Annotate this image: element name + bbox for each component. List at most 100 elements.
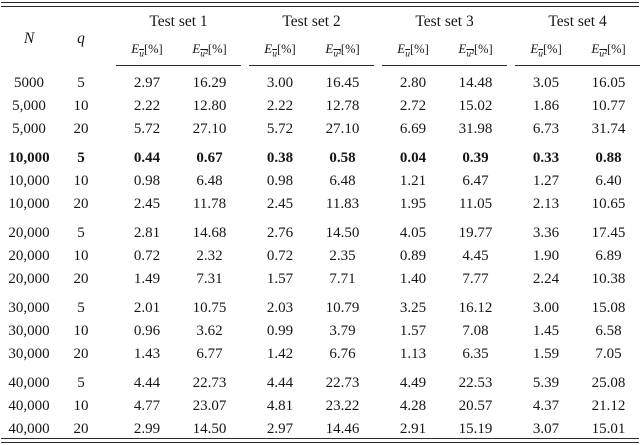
cell-n: 40,000 [8, 398, 50, 414]
cell-value: 1.90 [532, 248, 560, 264]
cell-value: 4.44 [133, 375, 161, 391]
spacer-cell [507, 170, 515, 193]
cell-value: 0.98 [133, 173, 161, 189]
spacer-cell [104, 245, 116, 268]
spacer-cell [507, 320, 515, 343]
cell-value: 15.02 [458, 98, 493, 114]
spacer-cell [104, 141, 116, 170]
spacer-cell [374, 193, 382, 216]
math-symbol: E [264, 40, 273, 56]
spacer-cell [104, 291, 116, 320]
cell-value: 16.05 [591, 75, 626, 91]
cell-value: 31.74 [591, 121, 626, 137]
math-subscript: u² [466, 49, 474, 60]
cell-value: 23.07 [192, 398, 227, 414]
test-set-2-header: Test set 2 [282, 13, 341, 30]
cell-q: 5 [77, 225, 85, 241]
spacer-cell [374, 291, 382, 320]
table-row: 5,000 10 2.22 12.80 2.22 12.78 2.72 15.02 1.86 10… [0, 95, 640, 118]
cell-value: 22.53 [458, 375, 493, 391]
cell-value: 3.00 [532, 300, 560, 316]
spacer-cell [241, 170, 249, 193]
spacer-cell [241, 216, 249, 245]
table-row: 20,000 10 0.72 2.32 0.72 2.35 0.89 4.45 1.90 6.89 [0, 245, 640, 268]
cell-value: 2.45 [133, 196, 161, 212]
cell-value: 7.05 [595, 346, 622, 362]
spacer-cell [241, 193, 249, 216]
test-set-3-header: Test set 3 [415, 13, 474, 30]
spacer-cell [507, 366, 515, 395]
spacer-cell [241, 343, 249, 366]
cell-q: 10 [73, 173, 89, 189]
cell-value: 22.73 [325, 375, 360, 391]
cell-value: 0.58 [329, 150, 356, 166]
math-symbol: E [530, 40, 539, 56]
cell-value: 2.76 [266, 225, 294, 241]
cell-value: 1.49 [133, 271, 161, 287]
table-bottom-rule [1, 438, 639, 443]
cell-value: 6.35 [462, 346, 489, 362]
cell-value: 1.43 [133, 346, 161, 362]
cell-n: 40,000 [8, 375, 50, 391]
table-row: 20,000 20 1.49 7.31 1.57 7.71 1.40 7.77 2.24 10.3… [0, 268, 640, 291]
cell-value: 7.71 [329, 271, 356, 287]
cell-q: 20 [73, 121, 89, 137]
cell-value: 0.89 [399, 248, 427, 264]
spacer-cell [374, 366, 382, 395]
table-row: 30,000 10 0.96 3.62 0.99 3.79 1.57 7.08 1.45 6.58 [0, 320, 640, 343]
math-symbol: E [192, 40, 201, 56]
spacer-cell [374, 268, 382, 291]
cell-value: 2.81 [133, 225, 161, 241]
table-row: 30,000 20 1.43 6.77 1.42 6.76 1.13 6.35 1.59 7.05 [0, 343, 640, 366]
cell-n: 10,000 [8, 196, 50, 212]
sub-header-meansq-error: Eu²[%] [444, 37, 508, 66]
sub-header-mean-error: Eu[%] [249, 37, 312, 66]
spacer-cell [374, 66, 382, 96]
cell-q: 10 [73, 398, 89, 414]
cell-value: 16.12 [458, 300, 493, 316]
cell-value: 3.79 [329, 323, 356, 339]
cell-value: 7.08 [462, 323, 489, 339]
results-table: N q Test set 1 Test set 2 Test set 3 Tes… [0, 7, 640, 441]
math-subscript: u [139, 49, 144, 60]
spacer-cell [507, 395, 515, 418]
table-row: 10,000 5 0.44 0.67 0.38 0.58 0.04 0.39 0.33 0.88 [0, 141, 640, 170]
spacer [241, 7, 249, 66]
table-top-rule [1, 2, 639, 7]
cell-value: 6.48 [196, 173, 223, 189]
table-row: 30,000 5 2.01 10.75 2.03 10.79 3.25 16.12 3.00 15… [0, 291, 640, 320]
cell-n: 20,000 [8, 271, 50, 287]
spacer-cell [241, 291, 249, 320]
cell-value: 6.73 [532, 121, 560, 137]
cell-value: 0.72 [133, 248, 161, 264]
cell-value: 7.31 [196, 271, 223, 287]
cell-n: 30,000 [8, 300, 50, 316]
spacer [104, 7, 116, 66]
sub-header-mean-error: Eu[%] [116, 37, 178, 66]
math-symbol: E [591, 40, 600, 56]
spacer-cell [241, 66, 249, 96]
cell-value: 31.98 [458, 121, 493, 137]
spacer-cell [507, 193, 515, 216]
cell-value: 2.91 [399, 421, 427, 437]
spacer-cell [241, 366, 249, 395]
cell-value: 0.38 [266, 150, 294, 166]
spacer-cell [104, 118, 116, 141]
col-header-n: N [23, 30, 35, 48]
cell-value: 3.05 [532, 75, 560, 91]
cell-value: 14.50 [325, 225, 360, 241]
cell-value: 16.45 [325, 75, 360, 91]
cell-value: 27.10 [325, 121, 360, 137]
cell-value: 1.42 [266, 346, 294, 362]
cell-value: 17.45 [591, 225, 626, 241]
cell-value: 3.36 [532, 225, 560, 241]
cell-value: 22.73 [192, 375, 227, 391]
cell-value: 6.40 [595, 173, 622, 189]
spacer-cell [374, 245, 382, 268]
cell-n: 20,000 [8, 248, 50, 264]
cell-value: 0.98 [266, 173, 294, 189]
cell-value: 2.01 [133, 300, 161, 316]
cell-value: 4.05 [399, 225, 427, 241]
sub-header-mean-error: Eu[%] [515, 37, 578, 66]
cell-n: 10,000 [8, 173, 50, 189]
